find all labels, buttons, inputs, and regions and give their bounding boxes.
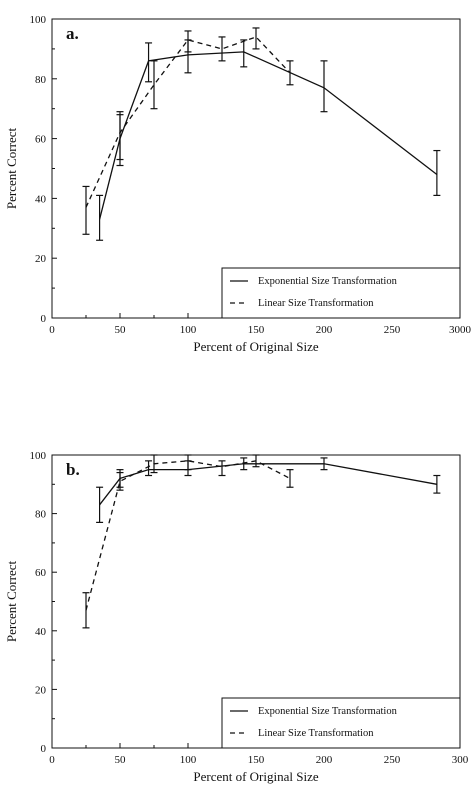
- series-line-exponential: [98, 51, 438, 220]
- x-tick-label: 0: [49, 754, 55, 766]
- x-tick-label: 250: [384, 754, 401, 766]
- x-tick-label: 250: [384, 324, 401, 336]
- panel-b: 0 50 100 150 200 250 300 0 20 40 60 80 100 Percent of…: [4, 450, 469, 784]
- x-axis-title: Percent of Original Size: [193, 339, 318, 354]
- y-tick-label: 100: [30, 14, 47, 26]
- legend: Exponential Size Transformation Linear Si…: [221, 267, 461, 319]
- x-tick-label: 150: [248, 324, 265, 336]
- y-tick-label: 60: [35, 134, 47, 146]
- error-bar: [320, 60, 328, 113]
- error-bar: [96, 194, 104, 241]
- y-tick-label: 20: [35, 253, 47, 265]
- error-bar: [252, 27, 260, 50]
- y-tick-label: 80: [35, 509, 47, 521]
- y-tick-label: 60: [35, 567, 47, 579]
- y-tick-label: 40: [35, 193, 47, 205]
- x-tick-label: 0: [49, 324, 55, 336]
- error-bar: [145, 42, 153, 83]
- error-bar: [184, 30, 192, 53]
- x-tick-label: 200: [316, 754, 333, 766]
- panel-a: 0 50 100 150 200 250 3000 0 20 40 60 80 100 Percent o…: [4, 14, 472, 354]
- legend-label: Linear Size Transformation: [258, 298, 374, 309]
- x-tick-label: 100: [180, 754, 197, 766]
- legend-label: Exponential Size Transformation: [258, 276, 398, 287]
- y-axis-title: Percent Correct: [4, 128, 19, 210]
- error-bar: [184, 454, 192, 471]
- legend-box: [221, 697, 461, 749]
- panel-label: a.: [66, 24, 79, 43]
- x-tick-label: 50: [115, 324, 127, 336]
- error-bar: [145, 460, 153, 477]
- error-bar: [218, 460, 226, 477]
- error-bar: [240, 39, 248, 68]
- error-bar: [116, 111, 124, 167]
- x-tick-label: 300: [452, 754, 469, 766]
- x-tick-label: 50: [115, 754, 127, 766]
- legend-label: Exponential Size Transformation: [258, 706, 398, 717]
- y-tick-label: 20: [35, 684, 47, 696]
- y-tick-label: 0: [41, 743, 47, 755]
- x-tick-label: 150: [248, 754, 265, 766]
- error-bar: [82, 185, 90, 235]
- x-tick-label: 200: [316, 324, 333, 336]
- x-tick-label: 100: [180, 324, 197, 336]
- y-tick-label: 80: [35, 74, 47, 86]
- x-axis-title: Percent of Original Size: [193, 769, 318, 784]
- y-tick-label: 40: [35, 626, 47, 638]
- legend-box: [221, 267, 461, 319]
- series-line-exponential: [99, 463, 437, 506]
- panel-label: b.: [66, 460, 80, 479]
- error-bar: [433, 149, 441, 197]
- x-tick-label: 3000: [449, 324, 472, 336]
- y-tick-label: 0: [41, 313, 47, 325]
- legend-label: Linear Size Transformation: [258, 728, 374, 739]
- y-axis-title: Percent Correct: [4, 561, 19, 643]
- y-tick-label: 100: [30, 450, 47, 462]
- legend: Exponential Size Transformation Linear Si…: [221, 697, 461, 749]
